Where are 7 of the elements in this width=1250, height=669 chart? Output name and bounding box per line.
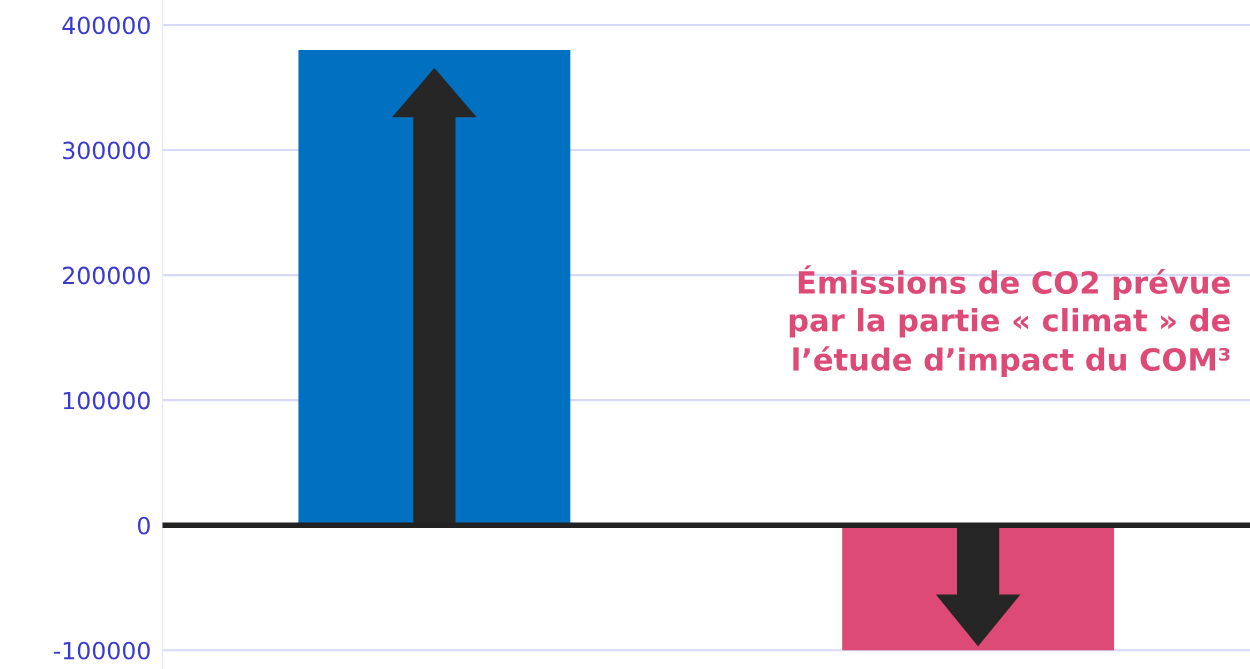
annotation: Émissions de CO2 prévue par la partie « climat » de l’étude d’impact du COM³ (789, 265, 1230, 377)
y-tick-label: -100000 (53, 641, 150, 660)
y-tick-label: 400000 (62, 16, 150, 35)
y-tick-label: 0 (137, 516, 150, 535)
y-tick-label: 300000 (63, 141, 150, 160)
y-tick-label: 100000 (63, 391, 150, 410)
y-tick-label: 200000 (62, 266, 150, 285)
